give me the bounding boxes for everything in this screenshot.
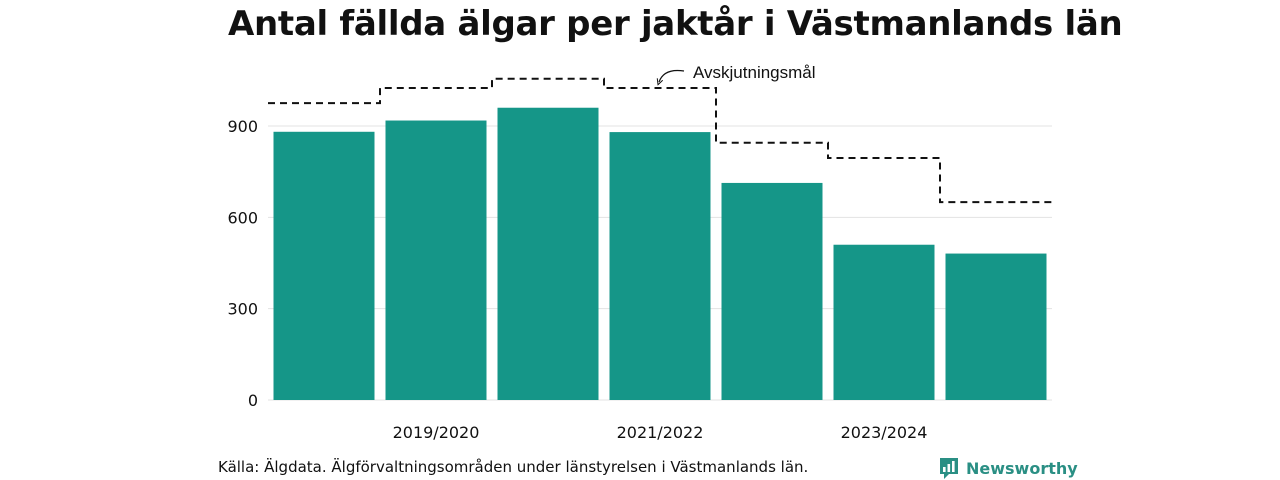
y-tick-label: 900 xyxy=(227,117,258,136)
bars xyxy=(273,107,1047,401)
source-note: Källa: Älgdata. Älgförvaltningsområden u… xyxy=(218,458,809,476)
annotation: Avskjutningsmål xyxy=(659,63,816,82)
annotation-arrow xyxy=(659,69,685,82)
brand-logo: Newsworthy xyxy=(938,456,1078,480)
x-tick-label: 2021/2022 xyxy=(617,423,704,442)
bar xyxy=(945,253,1047,400)
x-tick-label: 2019/2020 xyxy=(393,423,480,442)
x-axis-ticks: 2019/2020 2021/2022 2023/2024 xyxy=(393,423,928,442)
bar xyxy=(833,244,935,400)
y-tick-label: 0 xyxy=(248,391,258,410)
chart-title: Antal fällda älgar per jaktår i Västmanl… xyxy=(228,4,1123,44)
bar xyxy=(385,120,487,401)
bar xyxy=(497,107,599,400)
y-tick-label: 300 xyxy=(227,300,258,319)
target-line xyxy=(268,77,1052,204)
bar xyxy=(273,131,375,401)
y-tick-label: 600 xyxy=(227,208,258,227)
bar xyxy=(609,132,711,401)
target-step-line xyxy=(268,77,1052,204)
bar xyxy=(721,182,823,400)
newsworthy-logo-icon xyxy=(940,458,958,479)
brand-name: Newsworthy xyxy=(966,458,1078,478)
annotation-label: Avskjutningsmål xyxy=(693,63,816,82)
y-axis-ticks: 0 300 600 900 xyxy=(227,117,258,410)
x-tick-label: 2023/2024 xyxy=(841,423,928,442)
